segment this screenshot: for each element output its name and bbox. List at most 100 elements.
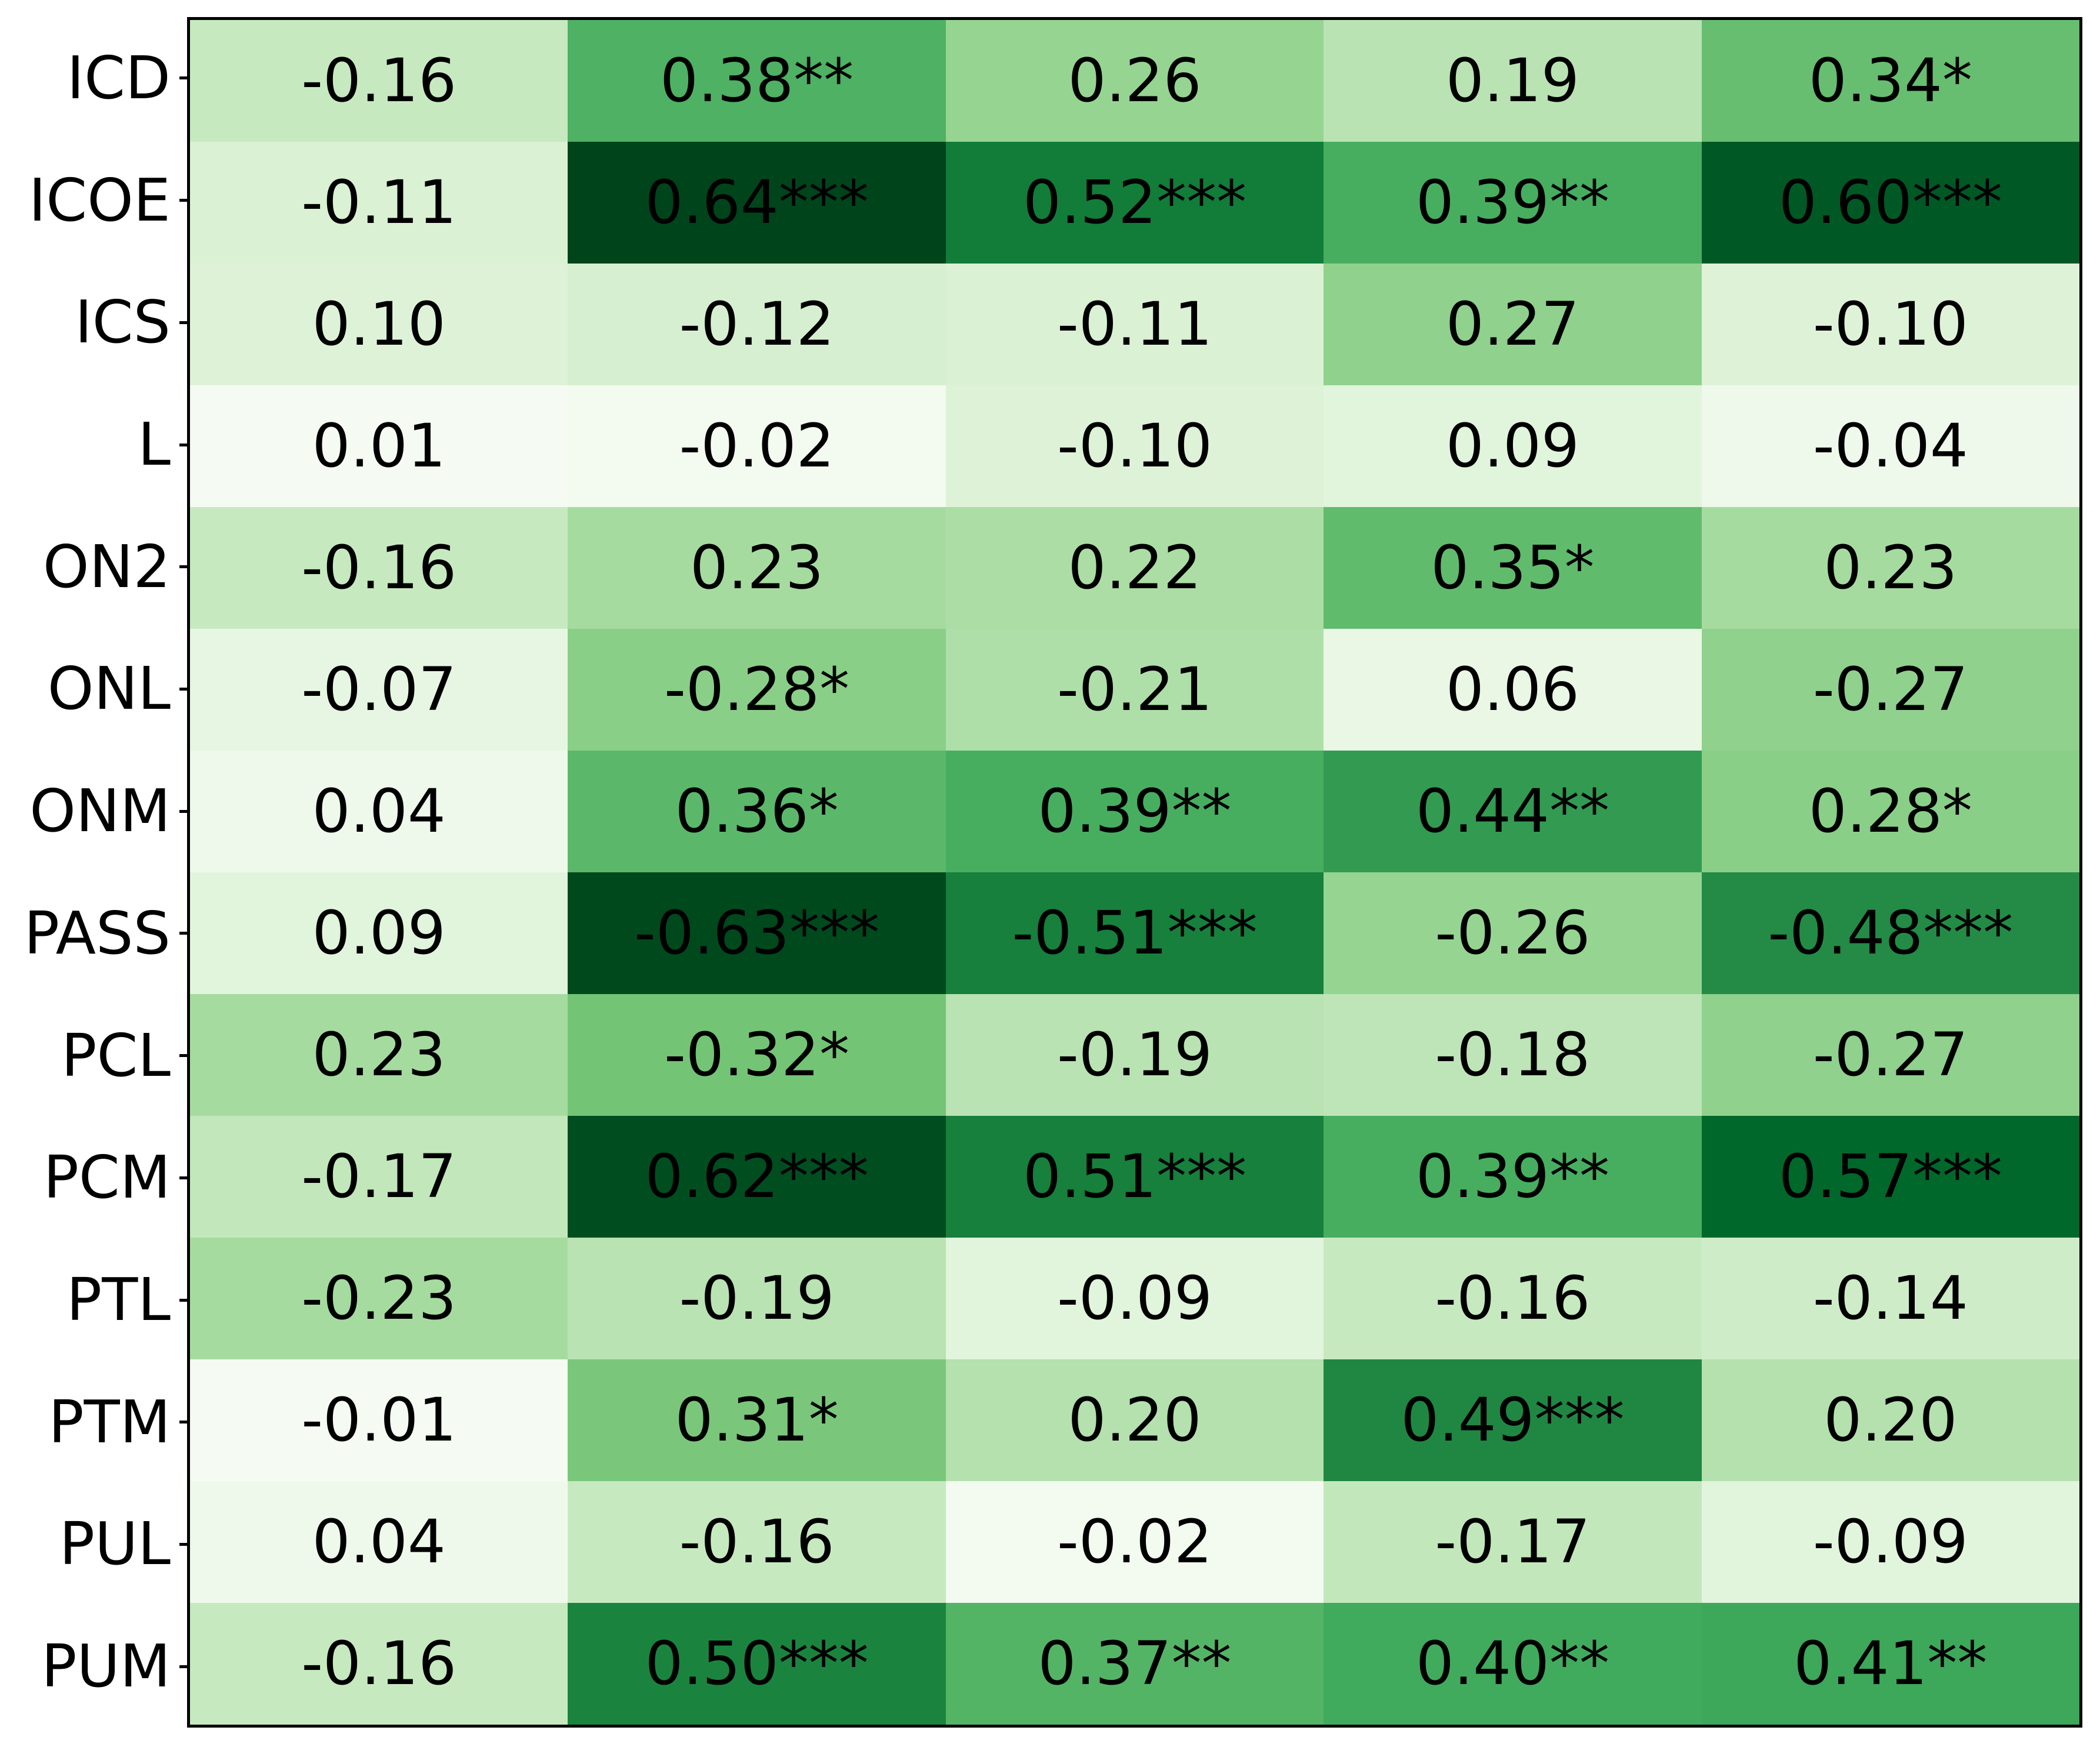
y-axis-labels: ICD ICOE ICS L ON2 ONL ONM PASS PCL PCM PTL PTM PUL P…	[0, 17, 171, 1728]
heatmap-cell-ICOE-col1: -0.11	[190, 142, 568, 264]
y-tick-mark	[179, 932, 187, 935]
heatmap-cell-ICS-col5: -0.10	[1701, 264, 2079, 385]
heatmap-cell-PTL-col2: -0.19	[568, 1238, 946, 1359]
heatmap-cell-PUL-col2: -0.16	[568, 1481, 946, 1603]
heatmap-cell-PCL-col5: -0.27	[1701, 994, 2079, 1116]
heatmap-cell-PTM-col4: 0.49***	[1324, 1359, 1702, 1481]
heatmap-cell-PUM-col3: 0.37**	[945, 1603, 1324, 1725]
row-label-PCM: PCM	[43, 1143, 171, 1212]
heatmap-cell-PTM-col5: 0.20	[1701, 1359, 2079, 1481]
heatmap-cell-ICOE-col2: 0.64***	[568, 142, 946, 264]
y-tick-mark	[179, 1298, 187, 1302]
heatmap-cell-PTL-col5: -0.14	[1701, 1238, 2079, 1359]
heatmap-cell-PTL-col3: -0.09	[945, 1238, 1324, 1359]
heatmap-grid: -0.16 0.38** 0.26 0.19 0.34* -0.11 0.64*** 0.52…	[187, 17, 2082, 1728]
y-tick-row	[179, 750, 187, 872]
heatmap-cell-ON2-col3: 0.22	[945, 507, 1324, 629]
y-tick-mark	[179, 443, 187, 446]
heatmap-cell-L-col2: -0.02	[568, 385, 946, 507]
heatmap-cell-PTL-col1: -0.23	[190, 1238, 568, 1359]
heatmap-cell-ICOE-col3: 0.52***	[945, 142, 1324, 264]
heatmap-cell-ONM-col1: 0.04	[190, 751, 568, 872]
row-label-PUM: PUM	[41, 1632, 171, 1701]
heatmap-cell-PCM-col3: 0.51***	[945, 1116, 1324, 1238]
heatmap-cell-L-col1: 0.01	[190, 385, 568, 507]
heatmap-cell-PUL-col4: -0.17	[1324, 1481, 1702, 1603]
heatmap-cell-PUL-col3: -0.02	[945, 1481, 1324, 1603]
y-tick-mark	[179, 1665, 187, 1668]
row-label-PCL: PCL	[61, 1021, 171, 1090]
heatmap-cell-PCM-col2: 0.62***	[568, 1116, 946, 1238]
heatmap-cell-ICD-col2: 0.38**	[568, 20, 946, 142]
row-label-ICD: ICD	[66, 43, 171, 112]
heatmap-cell-PTM-col2: 0.31*	[568, 1359, 946, 1481]
y-tick-row	[179, 872, 187, 995]
heatmap-cell-PASS-col2: -0.63***	[568, 872, 946, 994]
heatmap-cell-ONL-col3: -0.21	[945, 629, 1324, 751]
heatmap-cell-PUL-col5: -0.09	[1701, 1481, 2079, 1603]
heatmap-cell-ICS-col4: 0.27	[1324, 264, 1702, 385]
heatmap-cell-ONL-col2: -0.28*	[568, 629, 946, 751]
y-tick-row	[179, 1605, 187, 1728]
heatmap-cell-ICOE-col5: 0.60***	[1701, 142, 2079, 264]
heatmap-cell-PASS-col4: -0.26	[1324, 872, 1702, 994]
heatmap-cell-PUM-col1: -0.16	[190, 1603, 568, 1725]
heatmap-cell-ICS-col3: -0.11	[945, 264, 1324, 385]
row-label-PASS: PASS	[24, 898, 171, 968]
row-label-ON2: ON2	[42, 532, 171, 601]
heatmap-cell-ONM-col2: 0.36*	[568, 751, 946, 872]
y-tick-row	[179, 995, 187, 1117]
y-tick-mark	[179, 1176, 187, 1179]
heatmap-cell-ON2-col4: 0.35*	[1324, 507, 1702, 629]
y-tick-mark	[179, 199, 187, 202]
heatmap-cell-PASS-col3: -0.51***	[945, 872, 1324, 994]
y-tick-mark	[179, 565, 187, 569]
y-tick-mark	[179, 321, 187, 324]
heatmap-cell-PASS-col1: 0.09	[190, 872, 568, 994]
y-tick-mark	[179, 809, 187, 813]
row-label-PTL: PTL	[66, 1265, 171, 1335]
y-tick-row	[179, 261, 187, 384]
heatmap-cell-PCM-col1: -0.17	[190, 1116, 568, 1238]
heatmap-cell-PASS-col5: -0.48***	[1701, 872, 2079, 994]
row-label-PUL: PUL	[59, 1509, 171, 1579]
y-tick-mark	[179, 1542, 187, 1546]
heatmap-cell-ON2-col2: 0.23	[568, 507, 946, 629]
y-axis-ticks	[179, 17, 187, 1728]
heatmap-cell-ON2-col1: -0.16	[190, 507, 568, 629]
y-tick-row	[179, 1116, 187, 1239]
heatmap-cell-ICS-col1: 0.10	[190, 264, 568, 385]
y-tick-mark	[179, 1054, 187, 1058]
row-label-PTM: PTM	[48, 1387, 171, 1456]
heatmap-cell-ICD-col4: 0.19	[1324, 20, 1702, 142]
heatmap-cell-L-col5: -0.04	[1701, 385, 2079, 507]
heatmap-cell-ICD-col1: -0.16	[190, 20, 568, 142]
y-tick-row	[179, 384, 187, 506]
y-tick-row	[179, 1483, 187, 1606]
y-tick-row	[179, 1239, 187, 1361]
heatmap-cell-PUM-col4: 0.40**	[1324, 1603, 1702, 1725]
heatmap-cell-PUM-col2: 0.50***	[568, 1603, 946, 1725]
row-label-ONL: ONL	[47, 654, 171, 724]
y-tick-row	[179, 628, 187, 751]
heatmap-cell-ICD-col5: 0.34*	[1701, 20, 2079, 142]
heatmap-cell-PCL-col2: -0.32*	[568, 994, 946, 1116]
y-tick-row	[179, 17, 187, 139]
y-tick-mark	[179, 1421, 187, 1424]
heatmap-cell-ONL-col4: 0.06	[1324, 629, 1702, 751]
heatmap-cell-ON2-col5: 0.23	[1701, 507, 2079, 629]
heatmap-cell-PTL-col4: -0.16	[1324, 1238, 1702, 1359]
heatmap-cell-PTM-col3: 0.20	[945, 1359, 1324, 1481]
row-label-ONM: ONM	[29, 776, 171, 846]
y-tick-mark	[179, 687, 187, 691]
y-tick-row	[179, 1361, 187, 1483]
y-tick-mark	[179, 76, 187, 80]
y-tick-row	[179, 139, 187, 262]
heatmap-cell-ONM-col4: 0.44**	[1324, 751, 1702, 872]
heatmap-cell-ONL-col1: -0.07	[190, 629, 568, 751]
heatmap-cell-PUM-col5: 0.41**	[1701, 1603, 2079, 1725]
heatmap-cell-ICOE-col4: 0.39**	[1324, 142, 1702, 264]
heatmap-cell-PCL-col3: -0.19	[945, 994, 1324, 1116]
heatmap-cell-ONL-col5: -0.27	[1701, 629, 2079, 751]
